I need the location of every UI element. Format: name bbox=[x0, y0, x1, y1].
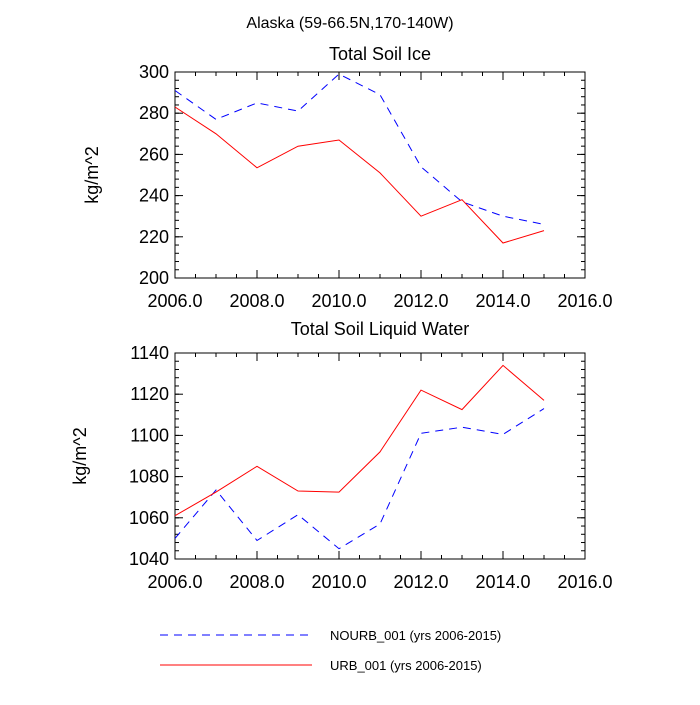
chart-soil-liquid-x-tick-label: 2008.0 bbox=[229, 572, 284, 592]
figure-title: Alaska (59-66.5N,170-140W) bbox=[246, 15, 453, 32]
chart-soil-ice-x-tick-label: 2010.0 bbox=[311, 291, 366, 311]
chart-soil-ice-x-tick-label: 2008.0 bbox=[229, 291, 284, 311]
chart-soil-liquid-x-tick-label: 2010.0 bbox=[311, 572, 366, 592]
chart-soil-liquid-y-axis-label: kg/m^2 bbox=[70, 427, 90, 484]
chart-soil-liquid-x-tick-label: 2012.0 bbox=[393, 572, 448, 592]
panel-total-soil-ice: Total Soil Ice 2006.0 2008.0 2010.0 2012.0 20… bbox=[82, 44, 613, 311]
chart-soil-liquid-plot-frame bbox=[174, 352, 586, 560]
chart-soil-liquid-x-tick-label: 2006.0 bbox=[147, 572, 202, 592]
legend-label-nourb: NOURB_001 (yrs 2006-2015) bbox=[330, 628, 501, 643]
chart-soil-liquid-series-nourb-line bbox=[174, 408, 545, 550]
panel-total-soil-liquid-water: Total Soil Liquid Water 2006.0 2008.0 2010.… bbox=[70, 319, 613, 592]
chart-soil-ice-y-tick-label: 220 bbox=[139, 227, 169, 247]
chart-soil-ice-series-nourb-line bbox=[174, 73, 545, 225]
chart-soil-liquid-y-tick-label: 1080 bbox=[129, 467, 169, 487]
chart-soil-ice-x-tick-label: 2014.0 bbox=[475, 291, 530, 311]
chart-soil-ice-title: Total Soil Ice bbox=[329, 44, 431, 64]
chart-soil-ice-y-tick-label: 280 bbox=[139, 103, 169, 123]
chart-soil-ice-x-tick-label: 2016.0 bbox=[557, 291, 612, 311]
chart-soil-ice-y-tick-label: 200 bbox=[139, 268, 169, 288]
chart-soil-liquid-x-tick-label: 2014.0 bbox=[475, 572, 530, 592]
chart-soil-liquid-title: Total Soil Liquid Water bbox=[291, 319, 469, 339]
chart-soil-ice-y-tick-label: 240 bbox=[139, 186, 169, 206]
chart-soil-ice-y-tick-label: 300 bbox=[139, 62, 169, 82]
chart-soil-ice-plot-frame bbox=[174, 71, 586, 279]
chart-soil-ice-series-urb-line bbox=[174, 106, 545, 244]
chart-soil-liquid-y-tick-label: 1140 bbox=[130, 343, 169, 363]
legend: NOURB_001 (yrs 2006-2015) URB_001 (yrs 2… bbox=[160, 628, 501, 673]
legend-label-urb: URB_001 (yrs 2006-2015) bbox=[330, 658, 482, 673]
chart-soil-liquid-y-tick-label: 1120 bbox=[130, 384, 169, 404]
chart-soil-liquid-y-tick-label: 1100 bbox=[130, 425, 169, 445]
chart-soil-liquid-y-tick-label: 1040 bbox=[129, 549, 169, 569]
chart-soil-ice-x-tick-label: 2012.0 bbox=[393, 291, 448, 311]
chart-soil-liquid-x-tick-label: 2016.0 bbox=[557, 572, 612, 592]
chart-soil-ice-x-tick-label: 2006.0 bbox=[147, 291, 202, 311]
chart-soil-ice-y-axis-label: kg/m^2 bbox=[82, 146, 102, 203]
chart-soil-ice-y-tick-label: 260 bbox=[139, 144, 169, 164]
chart-soil-liquid-y-tick-label: 1060 bbox=[129, 508, 169, 528]
chart-soil-liquid-series-urb-line bbox=[174, 364, 545, 517]
